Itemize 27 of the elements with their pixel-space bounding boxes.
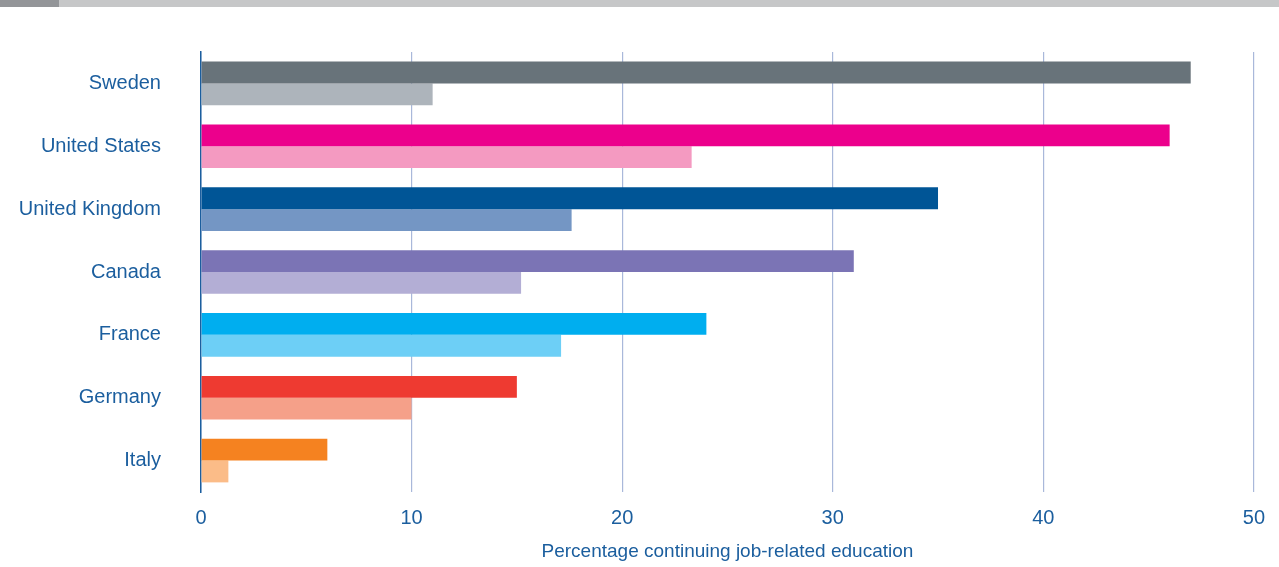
bar [201, 124, 1170, 147]
bar [201, 61, 1191, 84]
bar [201, 83, 433, 106]
y-tick-label: United States [40, 133, 161, 156]
bar [201, 250, 854, 272]
bar [201, 146, 692, 169]
bar [201, 187, 939, 210]
y-tick-label: Canada [90, 259, 162, 282]
y-tick-label: France [98, 322, 161, 345]
y-tick-label: Sweden [88, 70, 161, 93]
x-tick-label: 10 [400, 505, 423, 528]
bar [201, 209, 572, 231]
bar [201, 334, 562, 357]
x-tick-label: 20 [611, 505, 634, 528]
y-tick-label: United Kingdom [18, 196, 161, 219]
x-tick-label: 0 [195, 505, 207, 528]
x-tick-label: 50 [1242, 505, 1265, 528]
bar [201, 313, 707, 335]
y-tick-label: Germany [78, 385, 161, 408]
x-tick-label: 40 [1032, 505, 1055, 528]
bar [201, 438, 328, 461]
y-tick-label: Italy [124, 448, 161, 471]
x-axis-title: Percentage continuing job-related education [541, 539, 914, 561]
x-tick-label: 30 [821, 505, 844, 528]
bar [201, 397, 412, 420]
bar [201, 460, 229, 483]
bar [201, 375, 517, 398]
